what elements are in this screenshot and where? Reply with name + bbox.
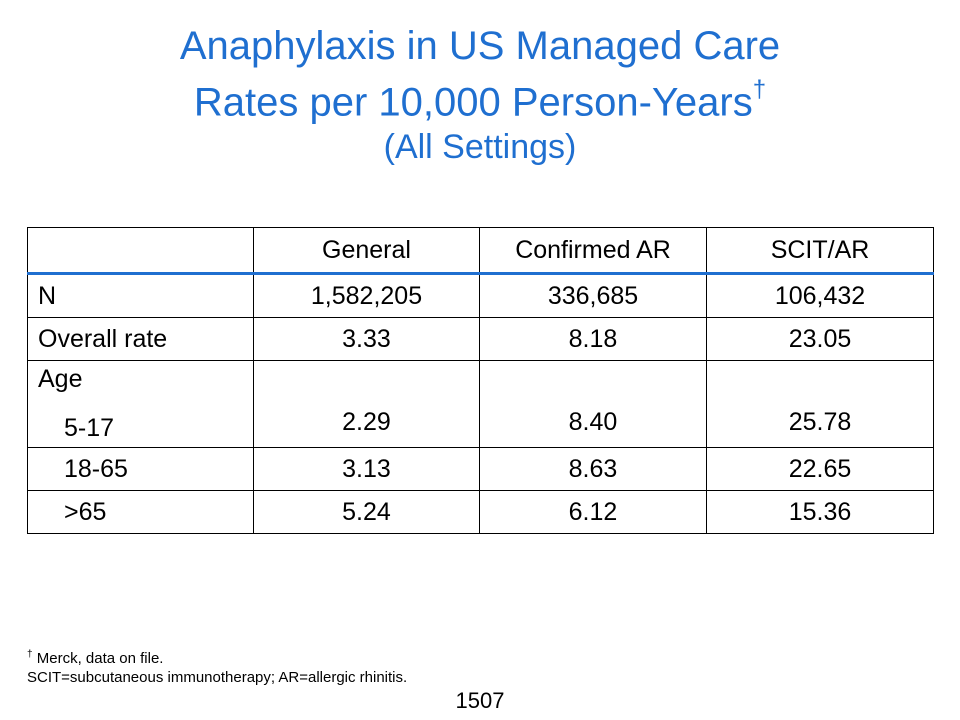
row-label-over-65: >65: [27, 490, 254, 534]
page-number: 1507: [455, 688, 505, 713]
footnote: † Merck, data on file. SCIT=subcutaneous…: [27, 645, 407, 687]
cell-n-scit-ar: 106,432: [706, 273, 934, 318]
value-5-17-scit-ar: 25.78: [788, 407, 852, 436]
age-heading: Age: [38, 365, 83, 393]
header-cell-scit-ar: SCIT/AR: [706, 227, 934, 275]
cell-n-general: 1,582,205: [253, 273, 480, 318]
value-5-17-confirmed-ar: 8.40: [568, 407, 618, 436]
table-row-age-5-17: Age 5-17 2.29 8.40 25.78: [27, 360, 934, 448]
row-label-overall-rate: Overall rate: [27, 317, 254, 361]
header-cell-confirmed-ar: Confirmed AR: [479, 227, 707, 275]
table-row-n: N 1,582,205 336,685 106,432: [27, 273, 934, 318]
row-label-n: N: [27, 273, 254, 318]
cell-18-65-general: 3.13: [253, 447, 480, 491]
cell-18-65-scit-ar: 22.65: [706, 447, 934, 491]
row-label-age-group: Age 5-17: [27, 360, 254, 448]
anaphylaxis-rates-table: General Confirmed AR SCIT/AR N 1,582,205…: [27, 227, 934, 534]
cell-18-65-confirmed-ar: 8.63: [479, 447, 707, 491]
title-line-1: Anaphylaxis in US Managed Care: [179, 24, 781, 68]
cell-over-65-confirmed-ar: 6.12: [479, 490, 707, 534]
cell-over-65-scit-ar: 15.36: [706, 490, 934, 534]
table-header-row: General Confirmed AR SCIT/AR: [27, 227, 934, 275]
footnote-line-1: † Merck, data on file.: [27, 645, 407, 668]
cell-5-17-confirmed-ar: 8.40: [479, 360, 707, 448]
footnote-source: Merck, data on file.: [32, 650, 164, 667]
cell-overall-scit-ar: 23.05: [706, 317, 934, 361]
header-cell-empty: [27, 227, 254, 275]
table-row-age-over-65: >65 5.24 6.12 15.36: [27, 490, 934, 534]
cell-n-confirmed-ar: 336,685: [479, 273, 707, 318]
value-5-17-general: 2.29: [342, 407, 391, 436]
footnote-line-2: SCIT=subcutaneous immunotherapy; AR=alle…: [27, 669, 408, 686]
cell-over-65-general: 5.24: [253, 490, 480, 534]
slide-title: Anaphylaxis in US Managed Care Rates per…: [0, 22, 960, 168]
footnote-dagger: †: [27, 649, 33, 660]
cell-5-17-scit-ar: 25.78: [706, 360, 934, 448]
row-label-18-65: 18-65: [27, 447, 254, 491]
title-line-2: Rates per 10,000 Person-Years†: [0, 70, 960, 126]
title-dagger: †: [752, 76, 767, 103]
header-cell-general: General: [253, 227, 480, 275]
row-label-5-17: 5-17: [64, 414, 115, 442]
table-row-age-18-65: 18-65 3.13 8.63 22.65: [27, 447, 934, 491]
cell-overall-confirmed-ar: 8.18: [479, 317, 707, 361]
cell-5-17-general: 2.29: [253, 360, 480, 448]
cell-overall-general: 3.33: [253, 317, 480, 361]
slide-subtitle: (All Settings): [383, 128, 577, 167]
title-line-2-text: Rates per 10,000 Person-Years: [193, 80, 753, 125]
age-label-stack: Age 5-17: [38, 365, 253, 443]
table-row-overall-rate: Overall rate 3.33 8.18 23.05: [27, 317, 934, 361]
